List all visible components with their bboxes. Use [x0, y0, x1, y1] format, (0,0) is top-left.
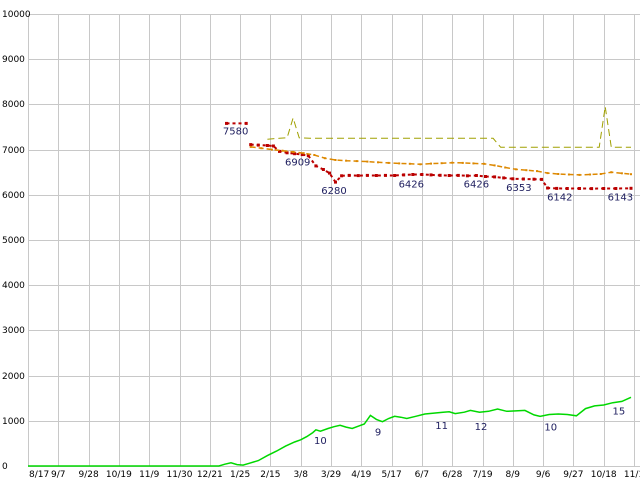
svg-text:6280: 6280 [321, 186, 346, 197]
svg-text:4000: 4000 [2, 281, 25, 291]
svg-text:9/6: 9/6 [536, 470, 551, 480]
svg-text:4/19: 4/19 [351, 470, 371, 480]
svg-text:12: 12 [475, 422, 488, 433]
svg-text:3/8: 3/8 [293, 470, 308, 480]
svg-text:1000: 1000 [2, 417, 25, 427]
svg-text:6909: 6909 [285, 158, 310, 169]
svg-text:11: 11 [435, 421, 448, 432]
svg-text:10: 10 [314, 436, 327, 447]
y-axis-labels: 0 1000 2000 3000 4000 5000 6000 7000 8000 9000 100… [2, 10, 31, 472]
svg-text:6/7: 6/7 [415, 470, 429, 480]
svg-text:0: 0 [2, 462, 8, 472]
svg-text:1/25: 1/25 [230, 470, 250, 480]
svg-text:7000: 7000 [2, 146, 25, 156]
svg-text:6142: 6142 [547, 192, 572, 203]
svg-text:9/27: 9/27 [563, 470, 583, 480]
svg-text:9: 9 [375, 427, 381, 438]
svg-text:5/17: 5/17 [381, 470, 401, 480]
svg-text:10/19: 10/19 [106, 470, 132, 480]
svg-text:2000: 2000 [2, 372, 25, 382]
x-axis-labels: 8/17 9/7 9/28 10/19 11/9 11/30 12/21 1/25 2/15 3/… [29, 470, 640, 480]
svg-text:7/19: 7/19 [472, 470, 492, 480]
gridlines [28, 14, 640, 467]
svg-text:15: 15 [613, 406, 626, 417]
svg-text:6426: 6426 [464, 180, 489, 191]
svg-text:12/21: 12/21 [197, 470, 223, 480]
svg-text:10/18: 10/18 [591, 470, 617, 480]
svg-text:2/15: 2/15 [260, 470, 280, 480]
svg-text:3000: 3000 [2, 326, 25, 336]
svg-text:6353: 6353 [506, 183, 531, 194]
svg-text:9/28: 9/28 [78, 470, 98, 480]
svg-text:6000: 6000 [2, 191, 25, 201]
svg-text:6143: 6143 [608, 192, 633, 203]
svg-text:9/7: 9/7 [51, 470, 65, 480]
svg-text:8/9: 8/9 [506, 470, 521, 480]
svg-text:11/1: 11/1 [624, 470, 640, 480]
data-labels: 7580 6909 6280 6426 6426 6353 6142 6143 10 9 11 12 1… [223, 126, 633, 446]
svg-text:6426: 6426 [399, 180, 424, 191]
svg-text:10000: 10000 [2, 10, 31, 20]
svg-text:9000: 9000 [2, 55, 25, 65]
series-red-actual-markers [225, 121, 633, 191]
svg-text:6/28: 6/28 [442, 470, 462, 480]
series-olive-goal-line [267, 106, 631, 148]
svg-text:8000: 8000 [2, 100, 25, 110]
svg-text:7580: 7580 [223, 126, 248, 137]
svg-text:3/29: 3/29 [321, 470, 341, 480]
svg-text:11/9: 11/9 [139, 470, 159, 480]
svg-text:11/30: 11/30 [167, 470, 193, 480]
svg-text:8/17: 8/17 [29, 470, 49, 480]
series-green-exercise-line [28, 396, 632, 467]
series-orange-trend-markers [249, 145, 632, 176]
svg-text:10: 10 [544, 423, 557, 434]
svg-text:5000: 5000 [2, 236, 25, 246]
